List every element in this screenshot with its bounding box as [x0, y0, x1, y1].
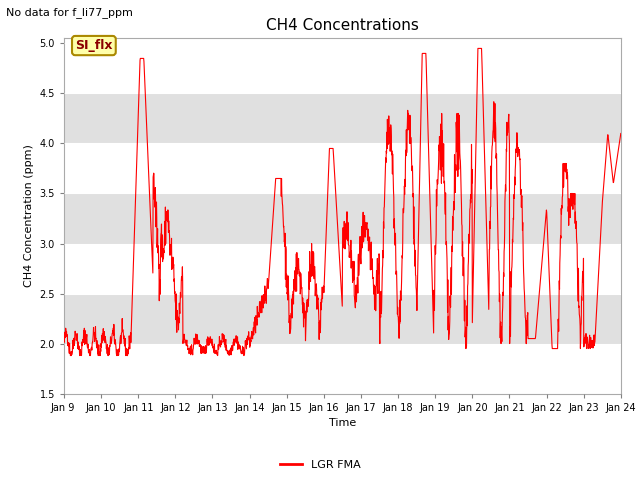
Bar — [64, 34, 621, 94]
Bar — [64, 344, 621, 394]
Title: CH4 Concentrations: CH4 Concentrations — [266, 18, 419, 33]
Text: SI_flx: SI_flx — [75, 39, 113, 52]
Y-axis label: CH4 Concentration (ppm): CH4 Concentration (ppm) — [24, 144, 34, 288]
Bar — [64, 144, 621, 193]
Legend: LGR FMA: LGR FMA — [275, 456, 365, 474]
Bar — [64, 243, 621, 294]
X-axis label: Time: Time — [329, 418, 356, 428]
Text: No data for f_li77_ppm: No data for f_li77_ppm — [6, 7, 133, 18]
